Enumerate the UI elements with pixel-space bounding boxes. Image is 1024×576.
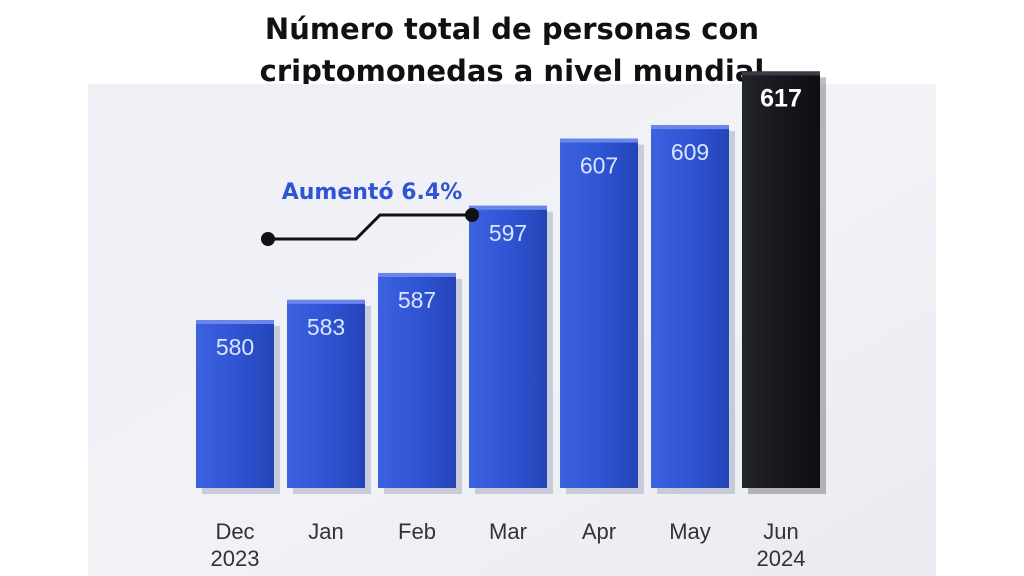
bar-value-label: 580 — [216, 334, 254, 360]
x-tick-label: Apr — [582, 519, 616, 544]
bar-top-highlight — [287, 299, 365, 304]
chart-title-line-1: Número total de personas con — [264, 12, 760, 46]
bar-value-label: 583 — [307, 314, 345, 340]
bar — [469, 205, 547, 488]
bar-group: 609 — [651, 125, 735, 494]
bar-top-highlight — [742, 71, 820, 76]
bar — [378, 272, 456, 488]
annotation-end-dot — [465, 208, 479, 222]
bar-group: 580 — [196, 320, 280, 494]
chart-title: Número total de personas con criptomoned… — [0, 8, 1024, 92]
x-tick-label: Jan — [308, 519, 343, 544]
x-axis-labels: Dec 2023 Jan Feb Mar Apr May Jun 2024 — [211, 519, 806, 571]
x-tick-label: Feb — [398, 519, 436, 544]
bar — [287, 299, 365, 488]
annotation-label: Aumentó 6.4% — [282, 180, 463, 205]
x-tick-label: Mar — [489, 519, 527, 544]
annotation-line — [268, 213, 472, 241]
annotation-start-dot — [261, 232, 275, 246]
bar-group: 607 — [560, 138, 644, 494]
x-tick-label: Dec 2023 — [211, 519, 260, 571]
bar-group: 587 — [378, 272, 462, 494]
bar — [560, 138, 638, 488]
bar-group: 617 — [742, 71, 826, 495]
bar-group: 583 — [287, 299, 371, 494]
x-tick-label: May — [669, 519, 711, 544]
bars-layer: 580 583 587 597 607 609 617 — [196, 71, 826, 495]
annotation: Aumentó 6.4% — [261, 180, 479, 246]
bar-value-label: 587 — [398, 287, 436, 313]
bar-top-highlight — [196, 320, 274, 324]
bar-top-highlight — [469, 205, 547, 210]
bar-top-highlight — [560, 138, 638, 143]
x-tick-label: Jun 2024 — [757, 519, 806, 571]
bar-value-label: 597 — [489, 220, 527, 246]
bar-group: 597 — [469, 205, 553, 494]
chart-title-line-2: criptomonedas a nivel mundial — [259, 54, 765, 88]
bar-top-highlight — [378, 272, 456, 277]
bar — [651, 125, 729, 489]
bar-value-label: 609 — [671, 139, 709, 165]
bar-value-label: 607 — [580, 153, 618, 179]
bar — [196, 320, 274, 488]
bar-top-highlight — [651, 125, 729, 130]
bar — [742, 71, 820, 489]
bar-value-label: 617 — [760, 84, 802, 112]
